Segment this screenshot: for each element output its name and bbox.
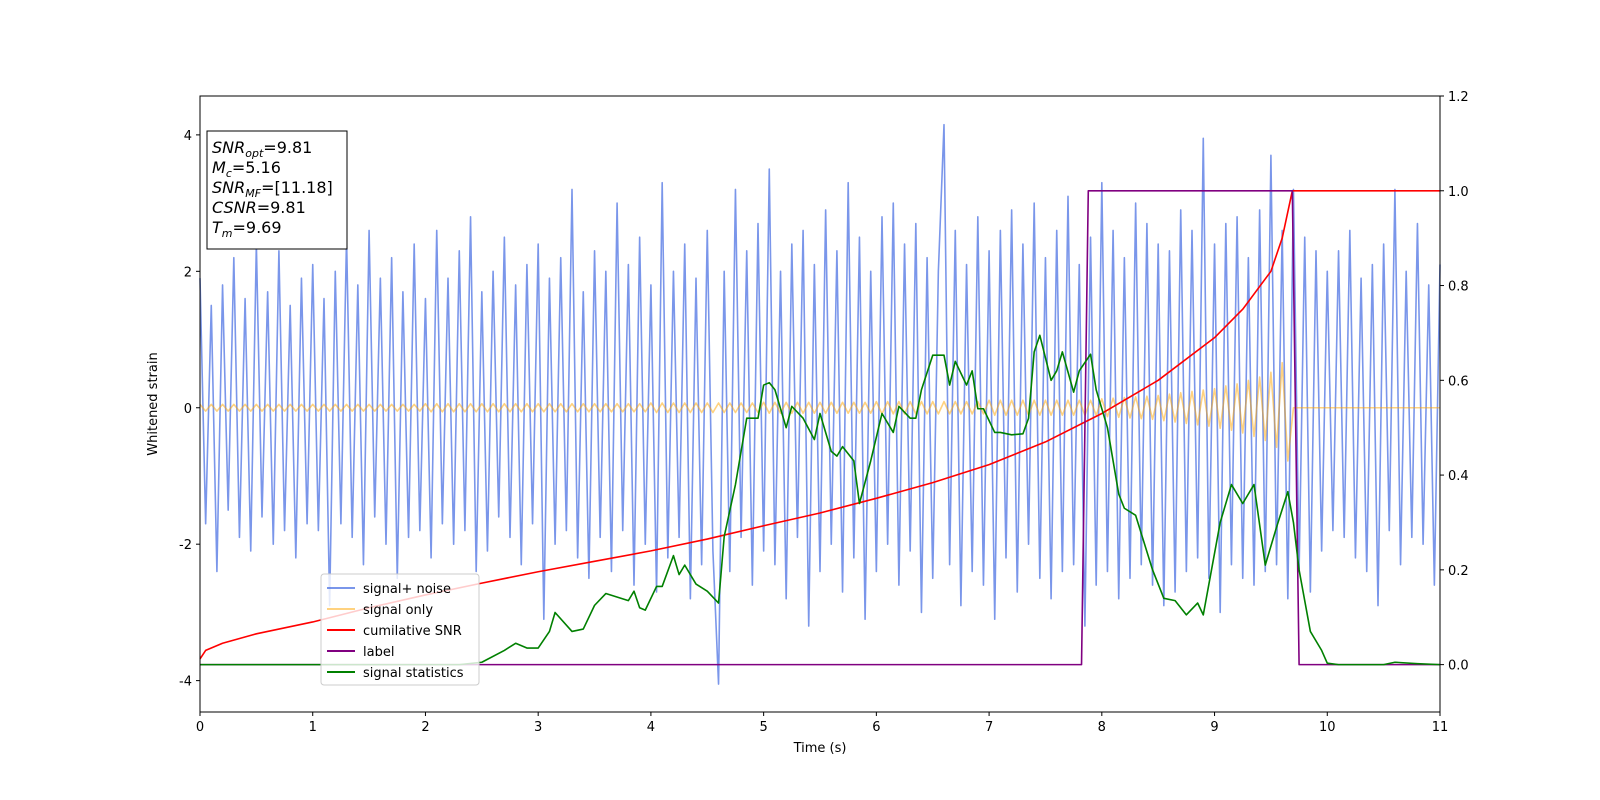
y2-tick-label: 1.0 [1448,185,1469,200]
annotation-subscript: m [222,227,233,240]
series-line [199,361,1440,462]
annotation-text: =9.81 [263,138,312,157]
x-tick-label: 4 [647,720,655,735]
x-tick-label: 6 [872,720,880,735]
series-line [199,123,1441,685]
x-tick-label: 0 [196,720,204,735]
legend-label: signal statistics [363,666,464,681]
legend-label: cumilative SNR [363,624,462,639]
x-tick-label: 10 [1319,720,1336,735]
annotation: Tm=9.69 [212,218,282,240]
annotation-symbol: T [212,218,223,237]
y-tick-label: -2 [179,538,192,553]
y-axis-label: Whitened strain [146,352,161,455]
annotation-box: SNRopt=9.81Mc=5.16SNRMF=[11.18]CSNR=9.81… [206,130,348,250]
annotation-symbol: SNR [212,178,245,197]
legend-label: signal+ noise [363,582,451,597]
annotation-text: =5.16 [232,158,281,177]
legend: signal+ noise signal only cumilative SNR la… [320,573,480,686]
x-tick-label: 11 [1432,720,1449,735]
annotation-text: =9.69 [233,218,282,237]
y2-tick-label: 0.2 [1448,564,1469,579]
x-tick-label: 9 [1210,720,1218,735]
y2-tick-label: 0.8 [1448,280,1469,295]
series-line [200,189,1440,666]
axes-frame [199,95,1441,713]
y-tick-label: -4 [179,675,192,690]
annotation-symbol: CSNR [212,198,257,217]
annotation-subscript: MF [245,187,261,200]
legend-label: signal only [363,603,433,618]
y-tick-label: 0 [184,402,192,417]
annotation-symbol: M [212,158,226,177]
annotation: Mc=5.16 [212,158,281,180]
annotation: CSNR=9.81 [212,198,306,217]
y-tick-label: 4 [184,129,192,144]
annotation-symbol: SNR [212,138,245,157]
x-tick-label: 1 [309,720,317,735]
legend-label: label [363,645,394,660]
annotation-subscript: c [226,167,232,180]
annotation: SNRopt=9.81 [212,138,312,160]
x-tick-label: 7 [985,720,993,735]
x-tick-label: 2 [421,720,429,735]
y-tick-label: 2 [184,265,192,280]
series-line [200,334,1441,666]
annotation-text: =[11.18] [261,178,333,197]
annotation: SNRMF=[11.18] [212,178,333,200]
y2-tick-label: 0.0 [1448,659,1469,674]
y2-tick-label: 0.4 [1448,469,1469,484]
x-tick-label: 8 [1098,720,1106,735]
y2-tick-label: 0.6 [1448,374,1469,389]
annotation-frame [206,130,348,250]
x-tick-label: 3 [534,720,542,735]
legend-frame [320,573,480,686]
x-tick-label: 5 [759,720,767,735]
x-axis-label: Time (s) [793,741,847,756]
annotation-subscript: opt [245,147,264,160]
annotation-text: =9.81 [257,198,306,217]
y2-tick-label: 1.2 [1448,90,1469,105]
